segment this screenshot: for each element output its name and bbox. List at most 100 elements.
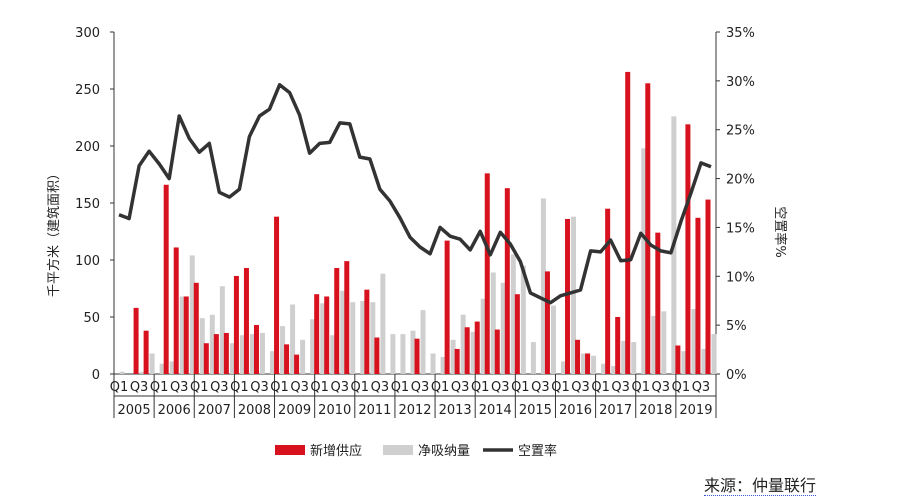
supply-bar bbox=[474, 321, 480, 374]
supply-bar bbox=[324, 296, 330, 374]
x-year-label: 2008 bbox=[238, 403, 271, 418]
x-year-label: 2013 bbox=[439, 403, 472, 418]
y-right-tick-label: 20% bbox=[726, 173, 755, 188]
absorption-bar bbox=[500, 282, 506, 374]
absorption-bar bbox=[310, 319, 316, 374]
absorption-bar bbox=[510, 254, 516, 374]
supply-bar bbox=[223, 332, 229, 374]
bars-layer bbox=[119, 71, 717, 375]
x-quarter-label: Q3 bbox=[491, 380, 510, 395]
x-year-label: 2007 bbox=[198, 403, 231, 418]
x-year-label: 2010 bbox=[318, 403, 351, 418]
source-note: 来源：仲量联行 bbox=[703, 476, 816, 496]
absorption-bar bbox=[581, 353, 587, 374]
supply-bar bbox=[133, 307, 139, 374]
x-quarter-label: Q3 bbox=[290, 380, 309, 395]
y-right-tick-label: 25% bbox=[726, 124, 755, 139]
supply-bar bbox=[213, 334, 219, 374]
y-left-title: 千平方米（建筑面积） bbox=[46, 167, 62, 297]
absorption-bar bbox=[280, 326, 286, 374]
absorption-bar bbox=[631, 342, 637, 374]
absorption-bar bbox=[560, 361, 566, 374]
vacancy-line bbox=[118, 83, 712, 305]
absorption-bar bbox=[300, 339, 306, 374]
absorption-bar bbox=[540, 198, 546, 374]
absorption-bar bbox=[550, 305, 556, 374]
x-quarter-label: Q1 bbox=[150, 380, 169, 395]
supply-bar bbox=[193, 282, 199, 374]
x-quarter-label: Q1 bbox=[431, 380, 450, 395]
x-quarter-label: Q1 bbox=[110, 380, 129, 395]
x-year-label: 2019 bbox=[679, 403, 712, 418]
absorption-bar bbox=[159, 363, 165, 374]
supply-bar bbox=[334, 267, 340, 374]
absorption-bar bbox=[370, 302, 376, 374]
supply-bar bbox=[544, 271, 550, 374]
x-quarter-label: Q1 bbox=[270, 380, 289, 395]
absorption-bar bbox=[691, 309, 697, 374]
y-right-tick-label: 10% bbox=[726, 270, 755, 285]
y-right-tick-label: 5% bbox=[726, 319, 747, 334]
absorption-bar bbox=[711, 334, 717, 374]
y-left-tick-label: 300 bbox=[75, 26, 100, 41]
absorption-bar bbox=[410, 330, 416, 374]
x-quarter-label: Q1 bbox=[391, 380, 410, 395]
supply-bar bbox=[695, 217, 701, 374]
y-right-tick-label: 35% bbox=[726, 26, 755, 41]
supply-bar bbox=[504, 188, 510, 374]
supply-bar bbox=[274, 216, 280, 374]
x-quarter-label: Q3 bbox=[531, 380, 550, 395]
absorption-bar bbox=[330, 335, 336, 374]
supply-bar bbox=[484, 173, 490, 374]
absorption-bar bbox=[290, 304, 296, 374]
supply-bar bbox=[374, 337, 380, 374]
legend-label-vacancy: 空置率 bbox=[518, 443, 557, 459]
supply-bar bbox=[294, 354, 300, 374]
y-right-tick-label: 30% bbox=[726, 75, 755, 90]
absorption-bar bbox=[179, 296, 185, 374]
absorption-bar bbox=[350, 302, 356, 374]
x-quarter-label: Q1 bbox=[190, 380, 209, 395]
absorption-bar bbox=[229, 343, 235, 374]
y-right-tick-label: 0% bbox=[726, 368, 747, 383]
supply-bar bbox=[615, 317, 621, 374]
x-quarter-label: Q1 bbox=[591, 380, 610, 395]
x-year-label: 2012 bbox=[398, 403, 431, 418]
x-year-label: 2009 bbox=[278, 403, 311, 418]
absorption-bar bbox=[460, 314, 466, 374]
x-quarter-label: Q3 bbox=[411, 380, 430, 395]
absorption-bar bbox=[601, 363, 607, 374]
absorption-bar bbox=[199, 318, 205, 374]
absorption-bar bbox=[390, 334, 396, 374]
supply-bar bbox=[585, 353, 591, 374]
x-quarter-label: Q1 bbox=[230, 380, 249, 395]
supply-bar bbox=[364, 289, 370, 374]
supply-bar bbox=[284, 344, 290, 374]
absorption-bar bbox=[520, 265, 526, 374]
absorption-bar bbox=[611, 366, 617, 374]
line-layer bbox=[118, 83, 712, 305]
supply-bar bbox=[454, 348, 460, 374]
labels-layer: 0 50 100 150 200 250 300 0% 5% 10% 15% 20% 25% 30% 35%… bbox=[75, 26, 755, 418]
absorption-bar bbox=[450, 339, 456, 374]
absorption-bar bbox=[219, 286, 225, 374]
x-quarter-label: Q3 bbox=[170, 380, 189, 395]
absorption-bar bbox=[430, 353, 436, 374]
x-quarter-label: Q3 bbox=[250, 380, 269, 395]
x-quarter-label: Q1 bbox=[631, 380, 650, 395]
absorption-bar bbox=[571, 216, 577, 374]
supply-bar bbox=[514, 294, 520, 374]
supply-bar bbox=[685, 124, 691, 374]
x-quarter-label: Q3 bbox=[611, 380, 630, 395]
x-year-label: 2018 bbox=[639, 403, 672, 418]
x-quarter-label: Q1 bbox=[310, 380, 329, 395]
absorption-bar bbox=[530, 342, 536, 374]
supply-bar bbox=[625, 71, 631, 375]
absorption-bar bbox=[139, 371, 145, 374]
supply-bar bbox=[253, 324, 259, 374]
absorption-bar bbox=[119, 371, 125, 374]
x-year-label: 2017 bbox=[599, 403, 632, 418]
y-left-tick-label: 200 bbox=[75, 140, 100, 155]
absorption-bar bbox=[149, 353, 155, 374]
absorption-bar bbox=[270, 351, 276, 374]
